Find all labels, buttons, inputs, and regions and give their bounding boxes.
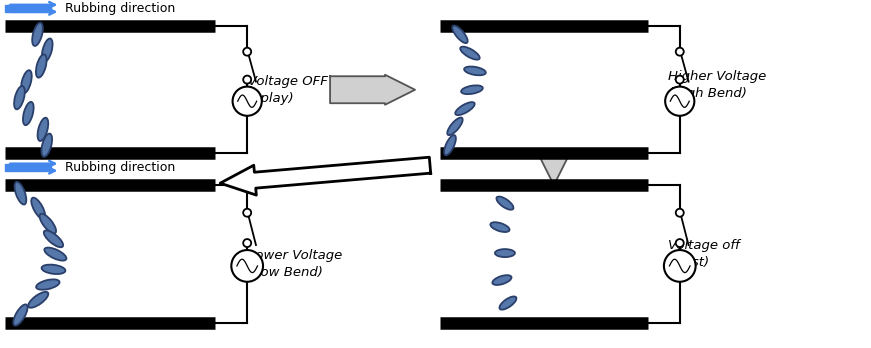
Text: Rubbing direction: Rubbing direction: [65, 161, 176, 174]
Circle shape: [243, 48, 251, 56]
Ellipse shape: [42, 264, 65, 274]
Ellipse shape: [492, 275, 511, 285]
Text: Lower Voltage
(Low Bend): Lower Voltage (Low Bend): [248, 249, 342, 279]
Ellipse shape: [36, 54, 47, 78]
Ellipse shape: [499, 296, 517, 310]
Ellipse shape: [464, 66, 486, 75]
Circle shape: [243, 239, 251, 247]
Ellipse shape: [444, 135, 456, 155]
Ellipse shape: [42, 39, 52, 62]
Ellipse shape: [461, 85, 483, 94]
Circle shape: [676, 48, 684, 56]
Polygon shape: [220, 157, 430, 195]
Ellipse shape: [495, 249, 515, 257]
Ellipse shape: [15, 182, 26, 205]
Polygon shape: [330, 75, 415, 105]
Ellipse shape: [31, 198, 45, 219]
Circle shape: [676, 209, 684, 217]
Circle shape: [664, 250, 696, 282]
Ellipse shape: [490, 222, 510, 232]
Circle shape: [676, 76, 684, 84]
Polygon shape: [540, 153, 568, 185]
Ellipse shape: [496, 197, 513, 210]
Ellipse shape: [42, 134, 52, 157]
Ellipse shape: [460, 47, 480, 60]
Ellipse shape: [13, 304, 28, 326]
Ellipse shape: [36, 279, 59, 290]
Ellipse shape: [23, 102, 34, 125]
Ellipse shape: [448, 118, 463, 135]
Ellipse shape: [14, 86, 24, 109]
Text: Rubbing direction: Rubbing direction: [65, 2, 176, 15]
Ellipse shape: [44, 247, 66, 261]
Polygon shape: [5, 164, 51, 171]
Ellipse shape: [28, 292, 48, 308]
Text: Voltage OFF
(Splay): Voltage OFF (Splay): [248, 75, 328, 105]
Text: Voltage off
(twist): Voltage off (twist): [668, 239, 739, 269]
Circle shape: [243, 76, 251, 84]
Ellipse shape: [21, 70, 31, 94]
Ellipse shape: [44, 230, 63, 247]
Circle shape: [232, 250, 263, 282]
Circle shape: [665, 87, 694, 116]
Polygon shape: [5, 5, 51, 12]
Circle shape: [676, 239, 684, 247]
Ellipse shape: [39, 214, 56, 234]
Text: Higher Voltage
(High Bend): Higher Voltage (High Bend): [668, 70, 766, 100]
Circle shape: [243, 209, 251, 217]
Ellipse shape: [452, 25, 468, 43]
Ellipse shape: [32, 23, 43, 46]
Circle shape: [233, 87, 262, 116]
Ellipse shape: [37, 118, 48, 141]
Ellipse shape: [456, 102, 475, 115]
